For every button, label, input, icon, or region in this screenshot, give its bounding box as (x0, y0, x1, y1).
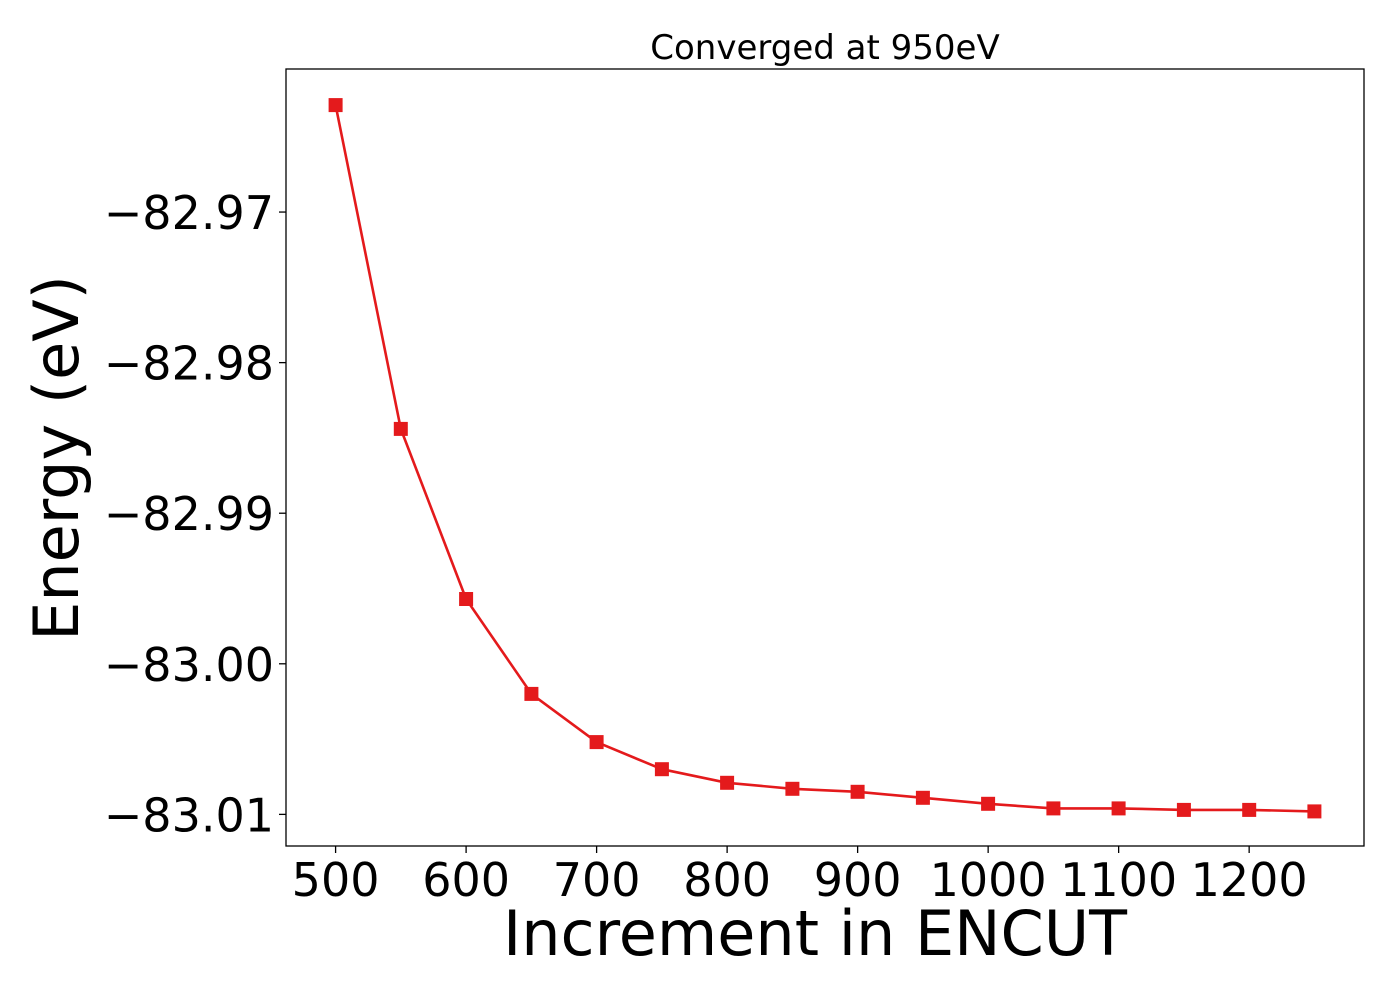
data-point-marker (1046, 801, 1061, 816)
x-tick-label: 900 (814, 853, 902, 907)
x-tick-label: 1200 (1191, 853, 1308, 907)
data-point-marker (589, 735, 604, 750)
x-axis-label: Increment in ENCUT (503, 897, 1128, 970)
y-tick-label: −82.98 (104, 337, 274, 391)
data-point-marker (328, 98, 343, 113)
data-point-marker (459, 592, 474, 606)
x-axis-ticks: 500 600 700 800 900 1000 1100 1200 (292, 846, 1308, 907)
x-tick-label: 500 (292, 853, 380, 907)
data-point-marker (1176, 802, 1191, 817)
y-axis-label: Energy (eV) (20, 275, 93, 641)
data-point-marker (1307, 804, 1322, 819)
data-point-marker (1111, 801, 1126, 816)
y-tick-label: −83.00 (104, 638, 274, 692)
data-point-marker (981, 796, 996, 811)
y-axis-ticks: −82.97 −82.98 −82.99 −83.00 −83.01 (104, 186, 286, 842)
data-point-marker (785, 781, 800, 796)
x-tick-label: 1000 (930, 853, 1047, 907)
data-point-marker (1242, 802, 1257, 817)
data-point-marker (654, 762, 669, 777)
data-point-marker (720, 775, 735, 790)
y-tick-label: −82.99 (104, 487, 274, 541)
series-layer (328, 98, 1322, 819)
x-tick-label: 700 (553, 853, 641, 907)
series-line (334, 104, 1315, 813)
y-tick-label: −83.01 (104, 788, 274, 842)
data-point-marker (850, 784, 865, 799)
y-tick-label: −82.97 (104, 186, 274, 240)
x-tick-label: 1100 (1060, 853, 1177, 907)
plot-area-frame (285, 68, 1365, 847)
data-point-marker (524, 686, 539, 701)
chart-title: Converged at 950eV (650, 28, 999, 68)
data-point-marker (915, 790, 930, 805)
x-tick-label: 800 (683, 853, 771, 907)
x-tick-label: 600 (422, 853, 510, 907)
data-point-marker (393, 421, 408, 436)
